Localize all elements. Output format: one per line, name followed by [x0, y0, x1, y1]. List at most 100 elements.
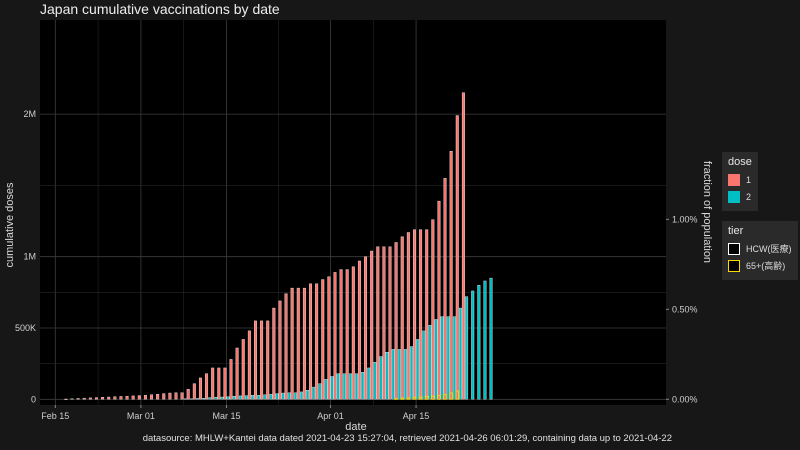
legend-dose: dose 1 2: [722, 152, 758, 211]
x-tick-label: Mar 01: [127, 411, 155, 421]
bar-dose-2: [244, 395, 248, 400]
bar-dose-2: [440, 316, 444, 400]
bar-dose-1: [394, 242, 398, 400]
bar-65plus-tier: [449, 392, 453, 400]
bar-dose-1: [168, 392, 172, 400]
bar-65plus-tier: [424, 395, 429, 400]
bar-dose-2: [348, 373, 352, 400]
bar-dose-2: [300, 391, 303, 400]
legend-label: 2: [746, 191, 752, 202]
bar-dose-1: [95, 397, 98, 400]
bar-dose-1: [278, 300, 282, 400]
bar-dose-1: [443, 178, 447, 400]
bar-dose-2: [465, 296, 469, 400]
bar-dose-1: [272, 307, 276, 400]
bar-dose-1: [266, 320, 270, 400]
bar-dose-2: [416, 339, 420, 400]
bar-65plus-tier: [394, 398, 398, 400]
bar-dose-2: [287, 392, 291, 400]
legend-item-dose-2: 2: [728, 188, 752, 205]
bar-dose-2: [446, 316, 450, 400]
bar-65plus-tier: [443, 393, 447, 400]
bar-dose-2: [220, 396, 224, 400]
bar-dose-1: [88, 397, 92, 400]
y2-axis-label: fraction of population: [701, 161, 713, 263]
bar-dose-2: [403, 349, 407, 400]
bar-dose-1: [333, 272, 337, 400]
bar-dose-2: [471, 290, 475, 400]
bar-dose-2: [232, 395, 236, 400]
bars: [64, 92, 493, 400]
bar-dose-1: [156, 393, 160, 400]
bar-65plus-tier: [412, 396, 417, 400]
bar-dose-1: [70, 398, 74, 400]
y2-tick-label: 0.00%: [672, 394, 698, 404]
bar-dose-1: [143, 395, 147, 400]
bar-dose-2: [336, 373, 340, 400]
bar-dose-1: [339, 269, 343, 400]
bar-dose-2: [385, 352, 389, 400]
bar-dose-1: [131, 395, 135, 400]
bar-dose-1: [284, 293, 288, 400]
bar-dose-2: [361, 372, 365, 400]
bar-dose-1: [211, 367, 215, 400]
bar-dose-1: [376, 246, 380, 400]
bar-dose-1: [461, 92, 465, 400]
axes: Feb 15 Mar 01 Mar 15 Apr 01 Apr 15 0 500K 1M 2M 0…: [15, 109, 698, 421]
bar-dose-2: [196, 398, 200, 400]
bar-dose-1: [357, 260, 361, 400]
bar-dose-2: [452, 316, 456, 400]
bar-dose-2: [489, 277, 493, 400]
x-tick-label: Apr 01: [317, 411, 344, 421]
bar-dose-2: [306, 389, 310, 400]
bar-dose-1: [235, 347, 239, 400]
y-tick-label: 1M: [23, 252, 36, 262]
bar-dose-1: [137, 395, 141, 400]
bar-65plus-tier: [406, 397, 411, 400]
bar-dose-2: [477, 285, 481, 400]
bar-dose-1: [419, 229, 423, 400]
bar-dose-1: [302, 287, 306, 400]
bar-dose-1: [382, 246, 386, 400]
bar-dose-2: [373, 362, 377, 400]
x-axis-label: date: [345, 421, 366, 433]
bar-dose-2: [208, 397, 212, 400]
bar-dose-1: [455, 115, 459, 400]
bar-dose-1: [162, 393, 166, 400]
bar-dose-2: [483, 280, 487, 400]
y-tick-label: 500K: [15, 323, 36, 333]
bar-dose-2: [330, 376, 334, 400]
bar-dose-2: [238, 395, 242, 400]
bar-dose-1: [180, 392, 184, 400]
bar-dose-2: [263, 394, 267, 400]
legend-item-tier-65plus: 65+(高齢): [728, 257, 792, 274]
bar-dose-1: [400, 236, 404, 400]
bar-dose-1: [327, 276, 331, 400]
bar-dose-1: [119, 396, 123, 400]
bar-dose-2: [434, 319, 438, 400]
bar-dose-1: [449, 151, 453, 400]
bar-dose-1: [406, 232, 410, 400]
bar-dose-1: [205, 373, 209, 400]
x-tick-label: Apr 15: [403, 411, 430, 421]
bar-dose-2: [342, 373, 346, 400]
bar-dose-1: [364, 256, 368, 400]
bar-dose-1: [241, 339, 245, 400]
bar-dose-2: [202, 397, 206, 400]
x-tick-label: Mar 15: [212, 411, 240, 421]
bar-dose-2: [379, 356, 383, 400]
legend-dose-title: dose: [728, 156, 752, 168]
bar-dose-1: [64, 398, 68, 400]
legend-label: HCW(医療): [746, 244, 792, 254]
bar-dose-2: [422, 330, 426, 400]
legend-tier: tier HCW(医療) 65+(高齢): [722, 221, 798, 280]
bar-dose-1: [315, 283, 319, 400]
bar-dose-2: [367, 367, 371, 400]
chart-title: Japan cumulative vaccinations by date: [40, 1, 280, 17]
bar-dose-1: [309, 283, 312, 400]
bar-dose-2: [391, 349, 395, 400]
bar-65plus-tier: [431, 395, 435, 400]
bar-dose-1: [76, 398, 80, 400]
bar-dose-2: [428, 324, 432, 400]
